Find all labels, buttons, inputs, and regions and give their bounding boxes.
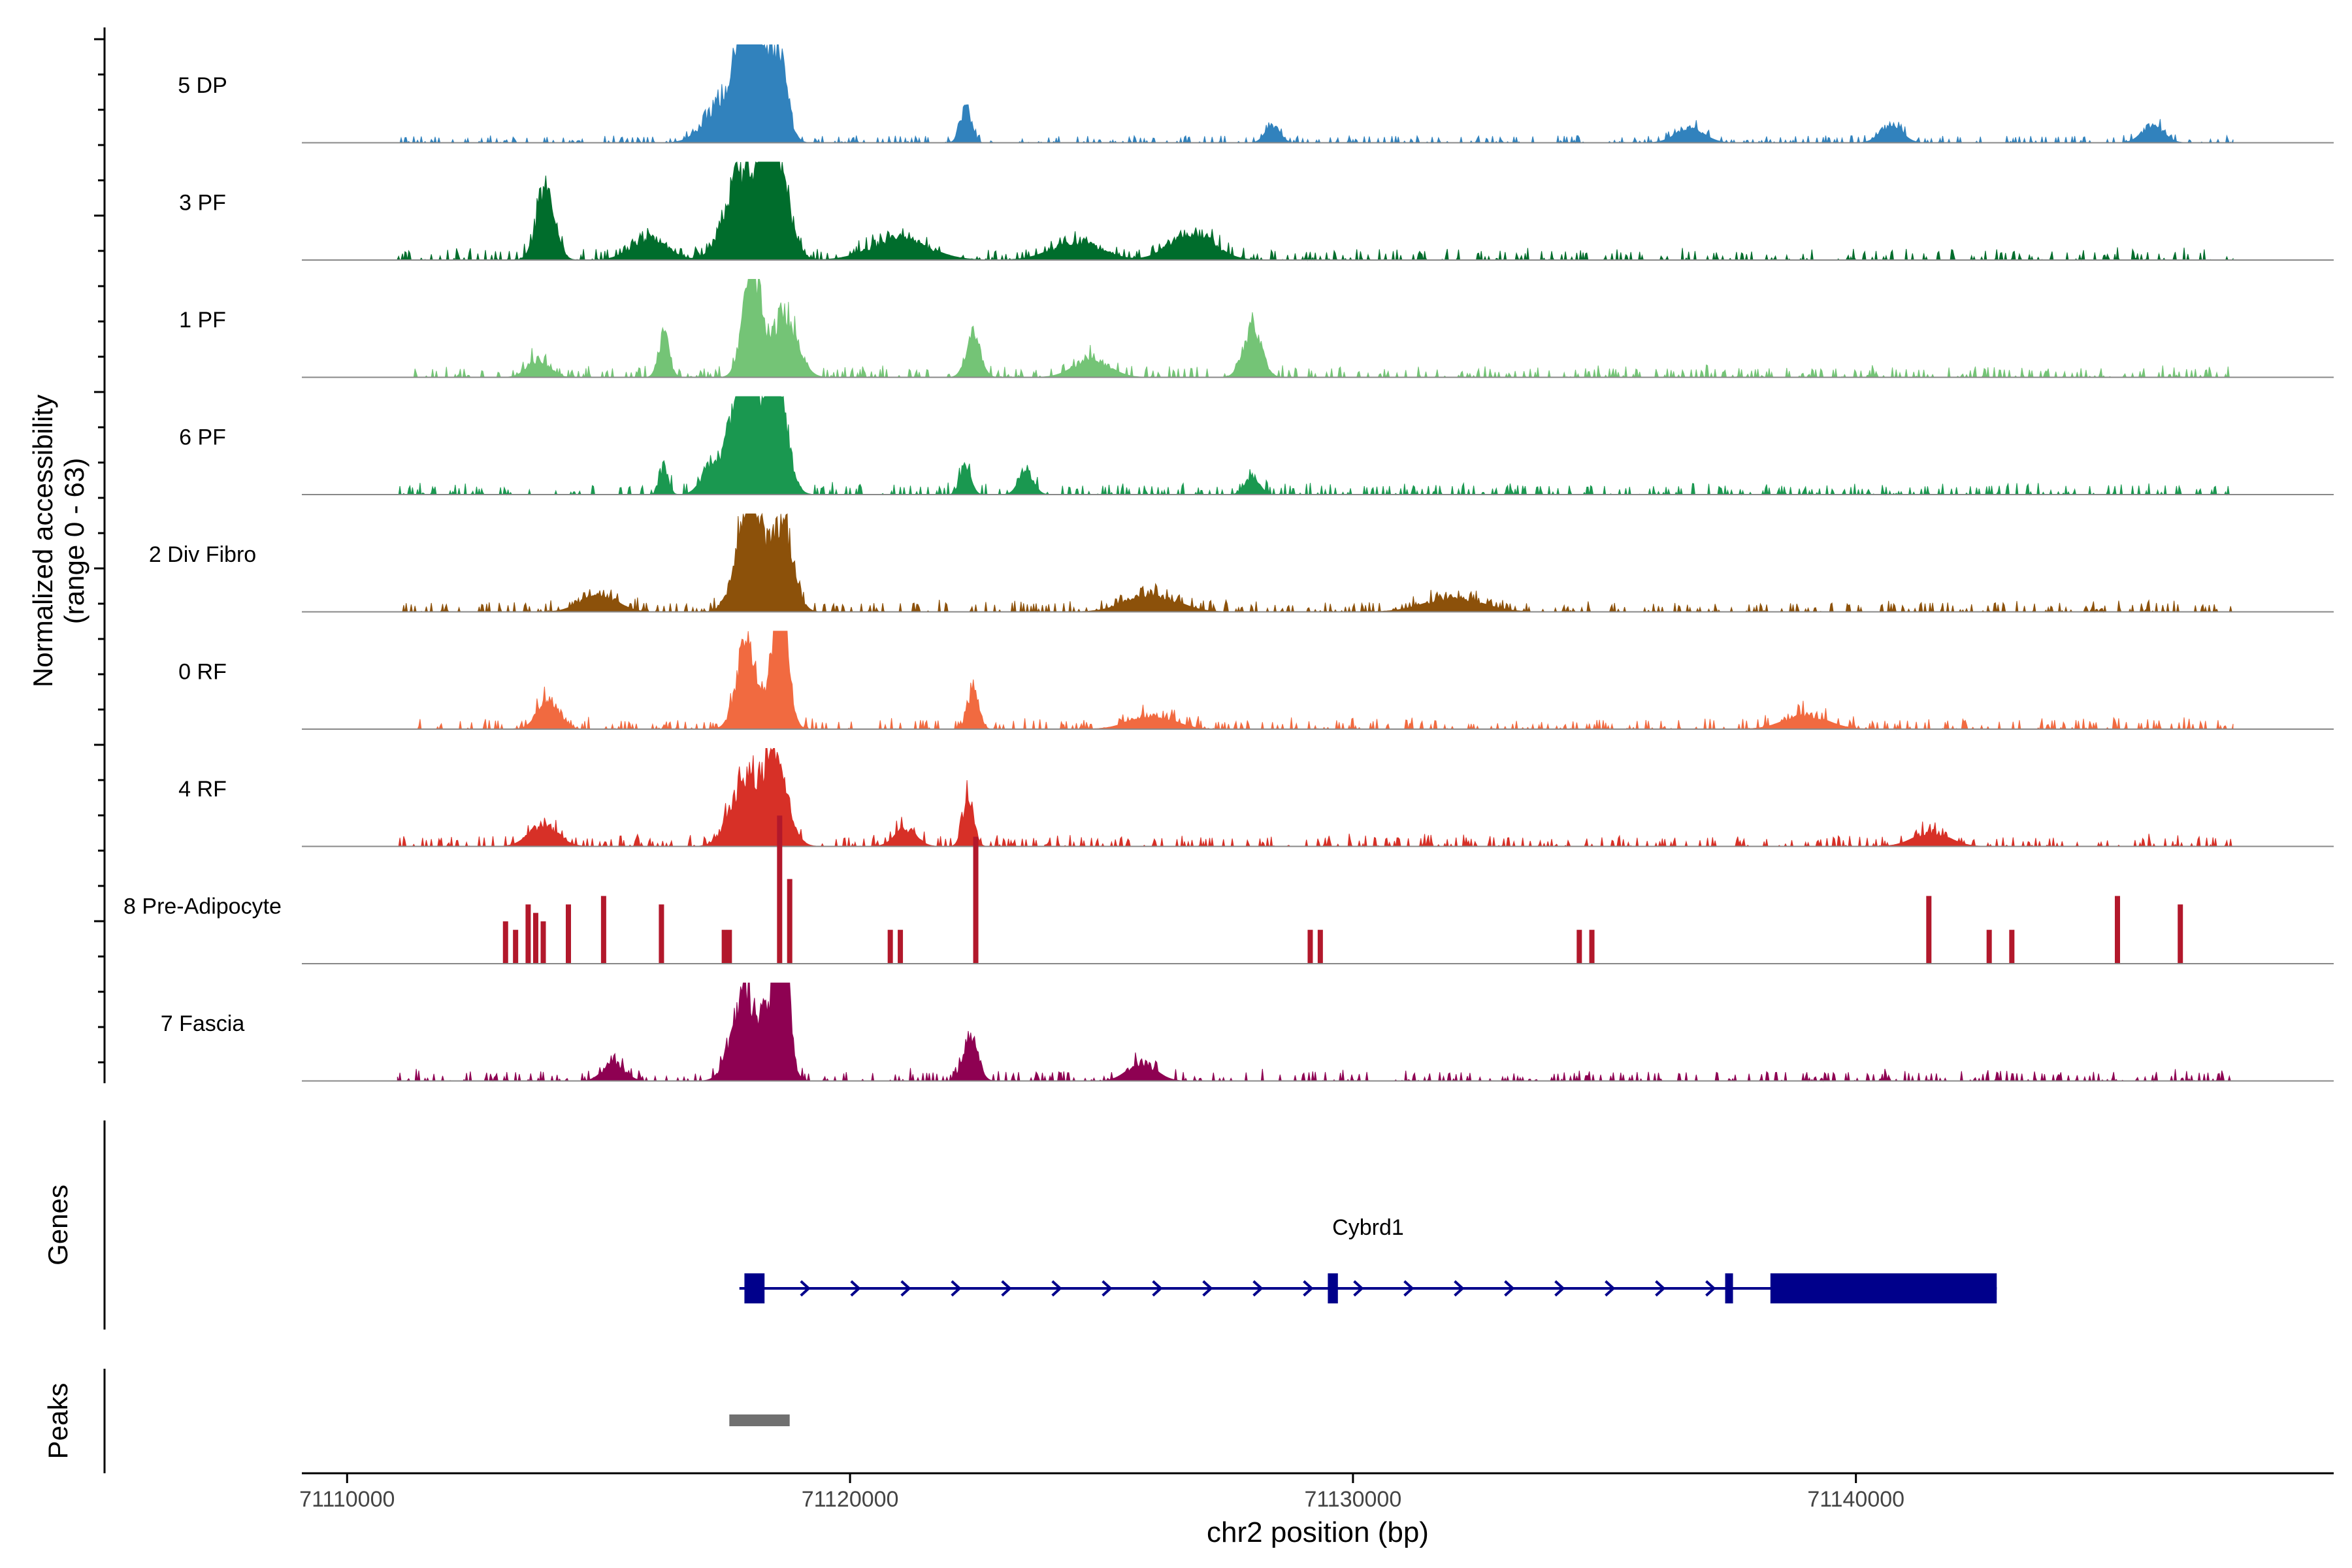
track-5-dp: 5 DP [178, 44, 2334, 144]
coverage-bar [1317, 930, 1323, 964]
strand-arrow [1152, 1280, 1163, 1297]
gene-exon [1725, 1273, 1733, 1303]
peak-region [729, 1414, 790, 1426]
track-label: 6 PF [179, 425, 226, 450]
strand-arrow [1252, 1280, 1264, 1297]
coverage-bar [565, 904, 571, 964]
gene-exon [1328, 1273, 1338, 1303]
coverage-bar [525, 904, 531, 964]
track-label: 4 RF [178, 777, 227, 802]
coverage-bar [1926, 896, 1932, 964]
genes-panel: Genes Cybrd1 [42, 1120, 1997, 1330]
coverage-bar [2114, 896, 2120, 964]
y-ticks [94, 38, 105, 1064]
track-label: 7 Fascia [161, 1011, 245, 1036]
coverage-area [397, 279, 2233, 379]
y-axis [94, 27, 106, 1083]
track-label: 8 Pre-Adipocyte [123, 894, 282, 919]
gene-exon [1770, 1273, 1997, 1303]
coverage-area [397, 747, 2233, 848]
x-axis-label: chr2 position (bp) [1207, 1516, 1429, 1548]
coverage-bar [532, 913, 538, 964]
track-2-div-fibro: 2 Div Fibro [149, 512, 2334, 613]
strand-arrow [1403, 1280, 1414, 1297]
coverage-bar [502, 921, 508, 964]
track-4-rf: 4 RF [178, 747, 2334, 848]
coverage-bar [887, 930, 893, 964]
coverage-bar [1589, 930, 1595, 964]
gene-name-label: Cybrd1 [1332, 1215, 1404, 1240]
coverage-bar [1307, 930, 1313, 964]
coverage-bar [2178, 904, 2183, 964]
x-tick-label: 71110000 [299, 1487, 395, 1512]
strand-arrow [1102, 1280, 1113, 1297]
gene-exon [744, 1273, 765, 1303]
track-0-rf: 0 RF [178, 630, 2334, 730]
peak-regions [729, 1414, 790, 1426]
track-label: 0 RF [178, 660, 227, 685]
coverage-area [397, 512, 2233, 613]
strand-arrow [951, 1280, 962, 1297]
gene-model: Cybrd1 [739, 1215, 1997, 1303]
strand-arrow [1605, 1280, 1616, 1297]
coverage-area [397, 395, 2233, 496]
track-label: 5 DP [178, 73, 227, 98]
y-axis-label-range: (range 0 - 63) [59, 458, 90, 624]
track-label: 3 PF [179, 191, 226, 216]
strand-arrow [1705, 1280, 1716, 1297]
coverage-bar [513, 930, 519, 964]
strand-arrow [1554, 1280, 1565, 1297]
coverage-area [397, 630, 2234, 730]
strand-arrow [1454, 1280, 1465, 1297]
strand-arrow [1504, 1280, 1515, 1297]
coverage-bar [721, 930, 727, 964]
coverage-area [397, 44, 2234, 144]
coverage-bar [1576, 930, 1582, 964]
genes-panel-label: Genes [42, 1184, 73, 1266]
coverage-tracks: 5 DP 3 PF 1 PF 6 PF 2 Div Fibro 0 RF 4 RF 8 Pre… [123, 44, 2334, 1083]
track-3-pf: 3 PF [179, 161, 2334, 261]
strand-arrow [1051, 1280, 1062, 1297]
strand-arrow [1655, 1280, 1666, 1297]
y-axis-label: Normalized accessibility [27, 395, 58, 687]
x-axis: 71110000 71120000 71130000 71140000 chr2 po… [299, 1472, 2334, 1548]
strand-arrow [850, 1280, 861, 1297]
coverage-area [397, 983, 2233, 1083]
coverage-bar [2009, 930, 2015, 964]
coverage-bar [787, 879, 792, 964]
coverage-bar [898, 930, 904, 964]
x-ticks: 71110000 71120000 71130000 71140000 [299, 1473, 1904, 1512]
track-7-fascia: 7 Fascia [161, 983, 2334, 1083]
coverage-bar [973, 836, 979, 964]
strand-arrow [1353, 1280, 1364, 1297]
track-1-pf: 1 PF [179, 279, 2334, 379]
coverage-bar [600, 896, 606, 964]
x-tick-label: 71120000 [802, 1487, 899, 1512]
strand-arrow [1001, 1280, 1012, 1297]
track-label: 2 Div Fibro [149, 542, 256, 567]
x-tick-label: 71140000 [1807, 1487, 1904, 1512]
peaks-panel-label: Peaks [42, 1383, 73, 1460]
x-tick-label: 71130000 [1305, 1487, 1402, 1512]
track-label: 1 PF [179, 308, 226, 333]
track-8-pre-adipocyte: 8 Pre-Adipocyte [123, 815, 2334, 964]
strand-arrow [1303, 1280, 1314, 1297]
strand-arrow [900, 1280, 911, 1297]
coverage-bar [659, 904, 664, 964]
strand-arrow [800, 1280, 811, 1297]
strand-arrow [1202, 1280, 1213, 1297]
coverage-bar [727, 930, 732, 964]
coverage-area [397, 161, 2234, 261]
coverage-bar [540, 921, 546, 964]
track-6-pf: 6 PF [179, 395, 2334, 496]
coverage-bar [777, 815, 783, 964]
coverage-bar [1986, 930, 1992, 964]
peaks-panel: Peaks [42, 1369, 790, 1473]
